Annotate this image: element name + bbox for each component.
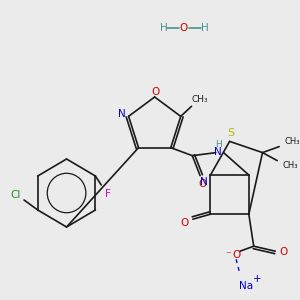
Text: N: N [200, 177, 208, 187]
Text: CH₃: CH₃ [284, 137, 300, 146]
Text: ⁻: ⁻ [225, 250, 231, 260]
Text: N: N [118, 109, 126, 119]
Text: H: H [201, 23, 208, 33]
Text: O: O [198, 179, 206, 189]
Text: H: H [160, 23, 167, 33]
Text: CH₃: CH₃ [282, 161, 298, 170]
Text: CH₃: CH₃ [192, 95, 208, 104]
Text: +: + [253, 274, 262, 284]
Text: F: F [105, 189, 111, 199]
Text: O: O [181, 218, 189, 228]
Text: O: O [232, 250, 240, 260]
Text: Cl: Cl [10, 190, 20, 200]
Text: O: O [179, 23, 187, 33]
Text: N: N [214, 147, 222, 157]
Text: O: O [279, 247, 287, 257]
Text: H: H [215, 140, 222, 149]
Text: Na: Na [239, 281, 253, 291]
Text: S: S [227, 128, 234, 138]
Text: O: O [152, 87, 160, 97]
